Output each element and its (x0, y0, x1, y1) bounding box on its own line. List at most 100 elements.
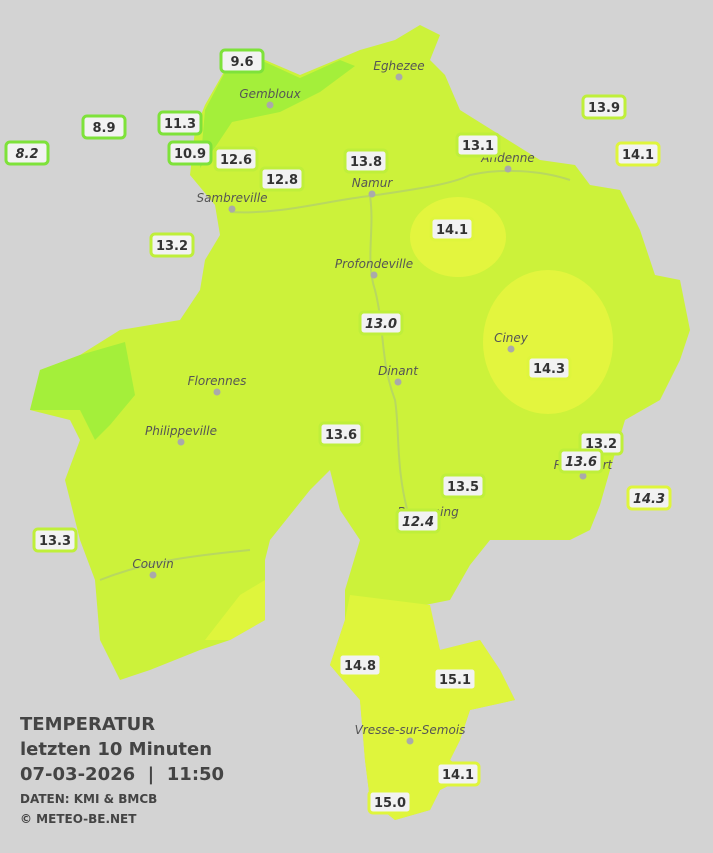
station-box (626, 485, 672, 511)
city-label: Philippeville (145, 424, 217, 438)
station-value: 12.6 (220, 153, 252, 168)
station-box (581, 94, 627, 120)
station-value: 14.3 (533, 362, 565, 377)
timestamp: 07-03-2026 | 11:50 (20, 764, 224, 785)
city-label: Profondeville (335, 257, 413, 271)
station: 15.0 (367, 789, 413, 815)
station: 14.8 (337, 652, 383, 678)
city-dot (177, 438, 185, 446)
station: 13.9 (581, 94, 627, 120)
city-dot (228, 205, 236, 213)
title: TEMPERATUR (20, 714, 155, 735)
river (369, 195, 411, 521)
station-value: 14.3 (633, 492, 665, 507)
station-box (259, 166, 305, 192)
station-box (440, 473, 486, 499)
city-label: Florennes (188, 374, 247, 388)
copyright: © METEO-BE.NET (20, 812, 137, 826)
station-box (367, 789, 413, 815)
station-value: 13.5 (447, 480, 479, 495)
station-box (167, 140, 213, 166)
city-label: Sambreville (196, 191, 267, 205)
station-value: 14.1 (622, 148, 654, 163)
station: 14.3 (526, 355, 572, 381)
station: 11.3 (157, 110, 203, 136)
zone-warm (330, 595, 515, 820)
station-value: 11.3 (164, 117, 196, 132)
station: 12.8 (259, 166, 305, 192)
city-dot (213, 388, 221, 396)
station-value: 12.8 (266, 173, 298, 188)
station-value: 13.1 (462, 139, 494, 154)
station-value: 14.1 (436, 223, 468, 238)
city-dot (406, 737, 414, 745)
station: 8.9 (81, 114, 127, 140)
zone-warm (483, 270, 613, 414)
city-dot (579, 472, 587, 480)
station-value: 9.6 (230, 55, 253, 70)
station-value: 13.2 (156, 239, 188, 254)
station-box (615, 141, 661, 167)
city-dot (368, 190, 376, 198)
station-box (358, 310, 404, 336)
station: 9.6 (219, 48, 265, 74)
city-dot (504, 165, 512, 173)
city-dot (394, 378, 402, 386)
station: 14.3 (626, 485, 672, 511)
station-box (432, 666, 478, 692)
station-box (149, 232, 195, 258)
station-box (81, 114, 127, 140)
station: 13.8 (343, 148, 389, 174)
station-box (435, 761, 481, 787)
station-box (429, 216, 475, 242)
station-value: 12.4 (402, 515, 434, 530)
labels: EghezeeGemblouxAndenneNamurSambrevillePr… (4, 48, 672, 815)
city-label: Ciney (494, 331, 529, 345)
station-box (157, 110, 203, 136)
station-box (455, 132, 501, 158)
zone-cool (200, 60, 355, 168)
station-box (343, 148, 389, 174)
station: 14.1 (435, 761, 481, 787)
source: DATEN: KMI & BMCB (20, 792, 157, 806)
city-dot (266, 101, 274, 109)
station-value: 8.9 (92, 121, 115, 136)
subtitle: letzten 10 Minuten (20, 739, 212, 760)
station: 8.2 (4, 140, 50, 166)
city-label: Gembloux (239, 87, 301, 101)
zone-warm (205, 580, 265, 640)
station-value: 14.1 (442, 768, 474, 783)
station-value: 15.0 (374, 796, 406, 811)
city-label: Namur (352, 176, 394, 190)
station-value: 15.1 (439, 673, 471, 688)
station: 13.5 (440, 473, 486, 499)
station: 13.0 (358, 310, 404, 336)
station-value: 13.6 (565, 455, 597, 470)
river (99, 549, 251, 581)
city-label: Dinant (378, 364, 419, 378)
station-value: 13.3 (39, 534, 71, 549)
station-box (32, 527, 78, 553)
river (229, 169, 571, 214)
station-value: 13.0 (365, 317, 397, 332)
station: 14.1 (429, 216, 475, 242)
station-box (526, 355, 572, 381)
station-box (337, 652, 383, 678)
station: 12.4 (395, 508, 441, 534)
station-box (558, 448, 604, 474)
station: 10.9 (167, 140, 213, 166)
station-box (318, 421, 364, 447)
station-box (4, 140, 50, 166)
station: 13.6 (558, 448, 604, 474)
station-value: 13.9 (588, 101, 620, 116)
station-value: 10.9 (174, 147, 206, 162)
station-value: 13.8 (350, 155, 382, 170)
station-value: 8.2 (15, 147, 38, 162)
station: 13.1 (455, 132, 501, 158)
station-box (395, 508, 441, 534)
station: 13.3 (32, 527, 78, 553)
station-value: 13.2 (585, 437, 617, 452)
zone-cool (30, 342, 135, 440)
city-label: Eghezee (373, 59, 424, 73)
station: 15.1 (432, 666, 478, 692)
